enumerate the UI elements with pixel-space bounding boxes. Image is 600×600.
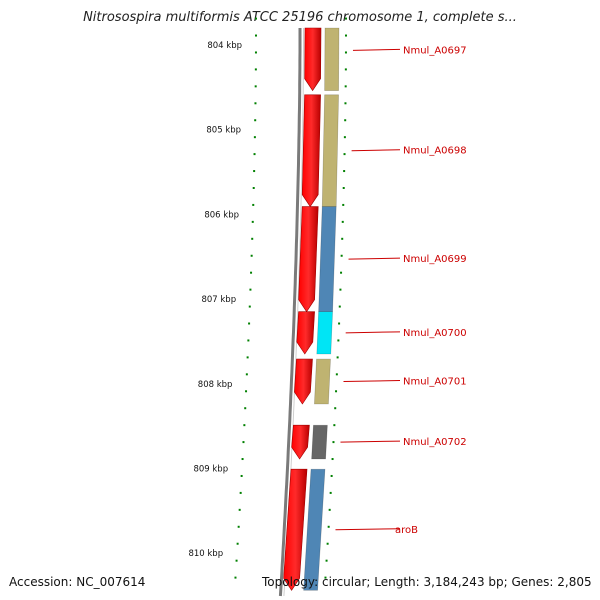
gene-label[interactable]: Nmul_A0698 [403,146,467,157]
ruler-label: 807 kbp [201,295,236,305]
gene-label[interactable]: aroB [395,525,418,536]
gene-bar[interactable] [321,94,339,207]
gene-bar[interactable] [311,424,328,460]
accession-text: Accession: NC_007614 [9,575,146,589]
topology-summary: Topology: circular; Length: 3,184,243 bp… [262,575,592,589]
cds-arrow[interactable] [283,468,308,591]
gene-bar[interactable] [324,27,340,91]
ruler-label: 809 kbp [193,465,228,475]
gene-label-leader [345,331,401,334]
ruler-label: 808 kbp [198,380,233,390]
cds-arrow[interactable] [298,206,319,313]
gene-label-leader [343,380,401,383]
ruler-label: 810 kbp [188,549,223,559]
coordinate-ruler: 804 kbp 805 kbp 806 kbp 807 kbp 808 kbp 809 k… [188,17,347,579]
gene-label[interactable]: Nmul_A0702 [403,437,467,448]
gene-track [303,27,340,591]
gene-label-leader [348,257,401,260]
ruler-label: 805 kbp [206,126,241,136]
gene-bar[interactable] [316,311,333,355]
gene-label-leader [352,48,401,51]
gene-labels: Nmul_A0697 Nmul_A0698 Nmul_A0699 Nmul_A0700… [335,45,467,536]
ruler-label: 804 kbp [207,41,242,51]
gene-label-leader [351,149,401,152]
ruler-label: 806 kbp [204,210,239,220]
cds-arrow[interactable] [304,27,322,92]
gene-label[interactable]: Nmul_A0700 [403,328,467,339]
cds-track [283,27,322,591]
gene-bar[interactable] [318,206,337,313]
gene-bar[interactable] [303,468,326,591]
gene-label-leader [335,528,401,531]
gene-bar[interactable] [314,358,331,405]
backbone-line [278,28,302,597]
gene-label[interactable]: Nmul_A0697 [403,45,467,56]
cds-arrow[interactable] [301,94,321,208]
cds-arrow[interactable] [291,424,310,460]
cds-arrow[interactable] [294,358,313,405]
cds-arrow[interactable] [296,311,315,355]
map-title: Nitrosospira multiformis ATCC 25196 chro… [83,10,517,25]
gene-label[interactable]: Nmul_A0699 [403,254,467,265]
gene-label[interactable]: Nmul_A0701 [403,377,467,388]
gene-label-leader [340,440,401,443]
